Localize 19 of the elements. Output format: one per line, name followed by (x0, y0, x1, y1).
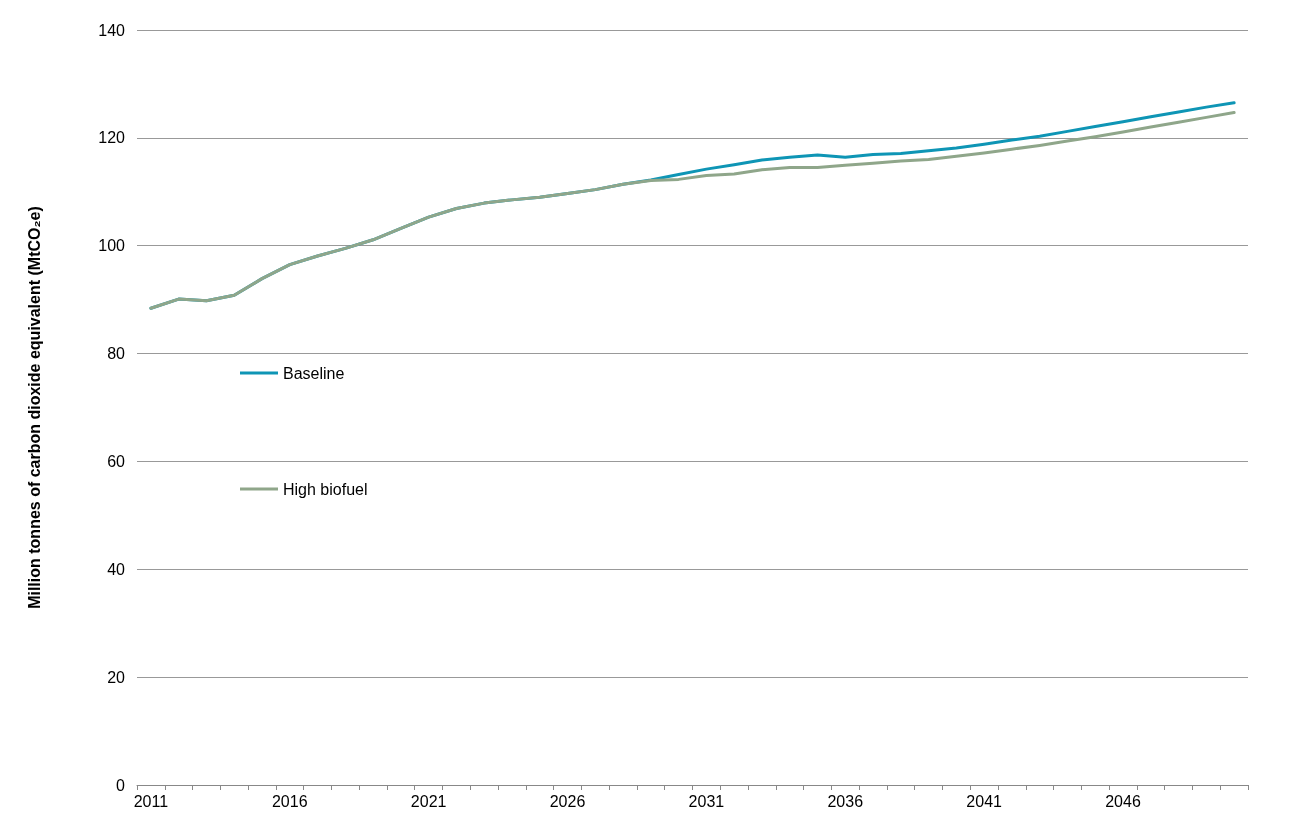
x-tick-label: 2031 (688, 792, 725, 810)
x-tick-label: 2036 (827, 792, 864, 810)
y-tick-label: 60 (107, 452, 126, 470)
x-tick-label: 2011 (133, 792, 169, 810)
y-tick-label: 80 (107, 345, 126, 363)
y-tick-label: 40 (107, 560, 126, 578)
y-axis-title: Million tonnes of carbon dioxide equivalent (MtCO₂e) (25, 206, 43, 609)
legend-label: Baseline (283, 364, 345, 382)
y-tick-label: 0 (116, 776, 126, 794)
x-tick-label: 2041 (966, 792, 1003, 810)
y-tick-label: 140 (98, 21, 126, 39)
legend-label: High biofuel (283, 480, 368, 498)
y-tick-label: 20 (107, 668, 126, 686)
x-tick-label: 2016 (271, 792, 308, 810)
y-tick-label: 120 (98, 129, 126, 147)
x-tick-label: 2046 (1105, 792, 1141, 810)
x-tick-label: 2026 (549, 792, 586, 810)
x-tick-label: 2021 (410, 792, 447, 810)
y-tick-label: 100 (98, 237, 126, 255)
